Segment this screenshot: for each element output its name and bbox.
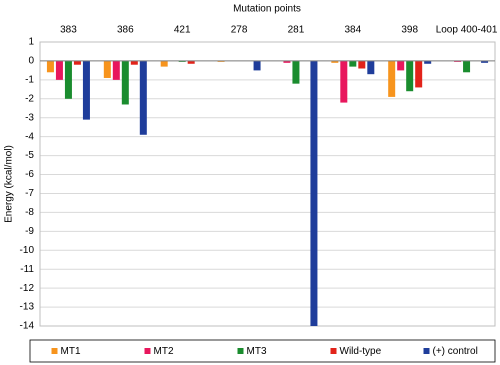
bar [139,60,147,135]
legend-label: MT1 [61,346,81,357]
y-tick-label: -12 [20,283,35,294]
x-tick-label: 278 [231,25,248,36]
x-tick-label: 281 [288,25,305,36]
y-tick-label: -3 [25,112,34,123]
legend-swatch [144,348,151,354]
bar [46,60,54,73]
bar [121,60,129,105]
bar [481,60,489,63]
bar [463,60,471,73]
bar [340,60,348,103]
legend-swatch [51,348,58,354]
legend-swatch [423,348,430,354]
bar [82,60,90,120]
bar [55,60,63,80]
y-tick-label: -4 [25,131,34,142]
bar [253,60,261,71]
bar [367,60,375,75]
x-tick-label: 398 [401,25,418,36]
y-tick-label: -14 [20,321,35,332]
y-tick-label: -8 [25,207,34,218]
x-tick-label: 384 [344,25,361,36]
bar [112,60,120,80]
legend-label: MT2 [154,346,174,357]
bar [64,60,72,99]
legend-label: MT3 [247,346,267,357]
legend-swatch [330,348,337,354]
bar [187,60,195,64]
y-axis-label: Energy (kcal/mol) [4,145,15,223]
legend-box [29,339,496,363]
y-tick-label: -7 [25,188,34,199]
bar [103,60,111,78]
legend-swatch [237,348,244,354]
bar [310,60,318,326]
bar [73,60,81,65]
y-tick-label: -11 [20,264,34,275]
y-tick-label: 1 [28,37,34,48]
x-tick-label: Loop 400-401 [436,25,498,36]
bar [331,60,339,63]
y-tick-label: -10 [20,245,35,256]
chart-title: Mutation points [233,4,301,15]
y-tick-label: -6 [25,169,34,180]
x-tick-label: 383 [60,25,77,36]
legend-label: Wild-type [340,346,382,357]
bar [415,60,423,88]
y-tick-label: -5 [25,150,34,161]
bar [283,60,291,63]
plot-border [39,41,496,327]
bar [388,60,396,97]
bar [358,60,366,69]
bar [130,60,138,65]
x-tick-label: 386 [117,25,134,36]
y-tick-label: 0 [28,56,34,67]
y-tick-label: -9 [25,226,34,237]
bar [397,60,405,71]
bar [406,60,414,92]
y-tick-label: -13 [20,302,35,313]
bar [349,60,357,67]
y-tick-label: -2 [25,93,34,104]
bar [160,60,168,67]
bar [292,60,300,84]
y-tick-label: -1 [25,75,34,86]
bar [424,60,432,64]
legend-label: (+) control [433,346,478,357]
x-tick-label: 421 [174,25,191,36]
